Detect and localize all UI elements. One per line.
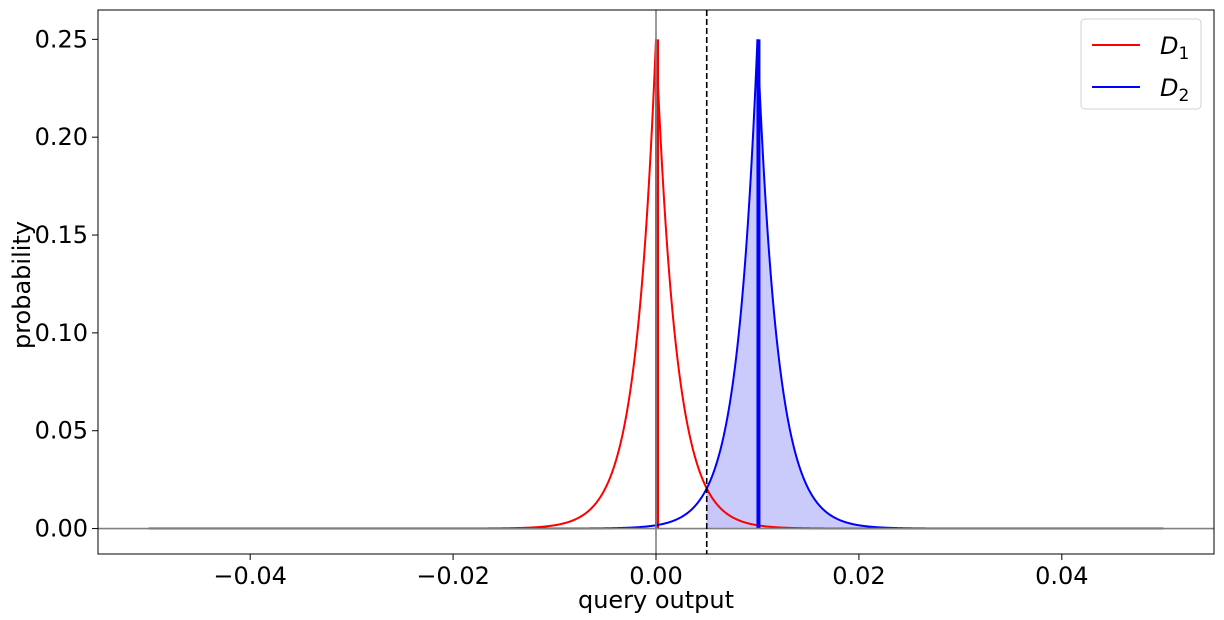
legend-label-d1: D1 [1160,32,1189,64]
y-tick-label: 0.00 [35,515,88,543]
y-tick-label: 0.15 [35,221,88,249]
x-tick-label: −0.02 [416,562,490,590]
x-tick-label: 0.02 [832,562,885,590]
x-tick-label: 0.00 [629,562,682,590]
fill-region-d2 [706,45,1164,529]
x-axis-label: query output [578,586,734,614]
tick-marks: −0.04 −0.02 0.00 0.02 0.04 0.00 0.05 0.10 0.15 0.… [35,25,1089,590]
y-tick-label: 0.05 [35,417,88,445]
legend-label-d2: D2 [1160,74,1189,106]
fill-regions [706,45,1164,529]
y-axis-label: probability [8,221,36,349]
x-tick-label: 0.04 [1035,562,1088,590]
y-tick-label: 0.10 [35,319,88,347]
reference-lines [98,10,1214,554]
y-tick-label: 0.25 [35,25,88,53]
y-tick-label: 0.20 [35,123,88,151]
x-tick-label: −0.04 [213,562,287,590]
